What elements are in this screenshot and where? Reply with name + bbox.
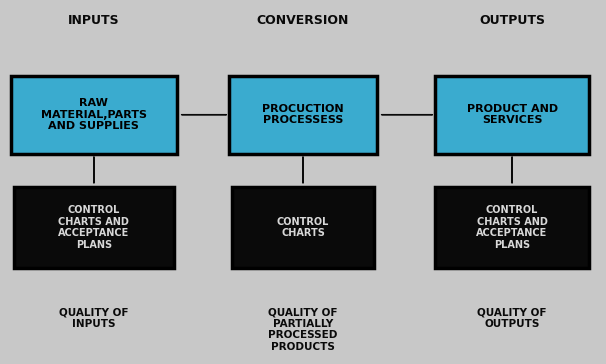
FancyBboxPatch shape: [10, 76, 177, 154]
Text: CONTROL
CHARTS AND
ACCEPTANCE
PLANS: CONTROL CHARTS AND ACCEPTANCE PLANS: [58, 205, 130, 250]
FancyBboxPatch shape: [435, 76, 589, 154]
Text: PRODUCT AND
SERVICES: PRODUCT AND SERVICES: [467, 104, 558, 126]
Text: OUTPUTS: OUTPUTS: [479, 13, 545, 27]
Text: PROCUCTION
PROCESSESS: PROCUCTION PROCESSESS: [262, 104, 344, 126]
Text: RAW
MATERIAL,PARTS
AND SUPPLIES: RAW MATERIAL,PARTS AND SUPPLIES: [41, 98, 147, 131]
FancyBboxPatch shape: [435, 186, 589, 269]
Text: QUALITY OF
PARTIALLY
PROCESSED
PRODUCTS: QUALITY OF PARTIALLY PROCESSED PRODUCTS: [268, 307, 338, 352]
FancyBboxPatch shape: [231, 186, 374, 269]
Text: CONTROL
CHARTS: CONTROL CHARTS: [277, 217, 329, 238]
FancyBboxPatch shape: [229, 76, 377, 154]
FancyBboxPatch shape: [13, 186, 175, 269]
Text: QUALITY OF
OUTPUTS: QUALITY OF OUTPUTS: [478, 308, 547, 329]
Text: QUALITY OF
INPUTS: QUALITY OF INPUTS: [59, 308, 128, 329]
Text: CONVERSION: CONVERSION: [257, 13, 349, 27]
Text: CONTROL
CHARTS AND
ACCEPTANCE
PLANS: CONTROL CHARTS AND ACCEPTANCE PLANS: [476, 205, 548, 250]
Text: INPUTS: INPUTS: [68, 13, 120, 27]
